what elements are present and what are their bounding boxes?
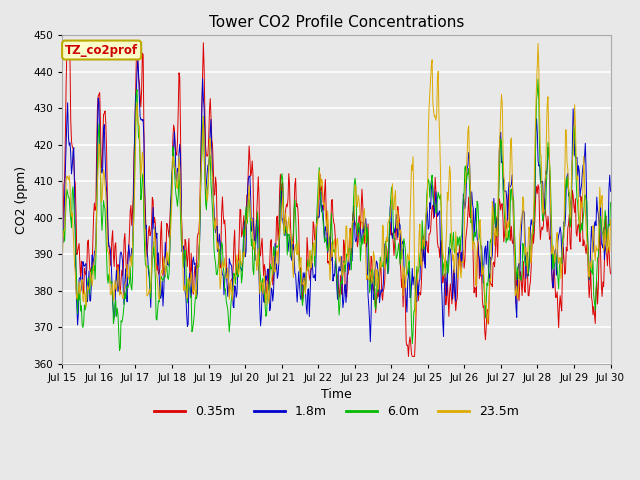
Line: 6.0m: 6.0m [62, 79, 611, 350]
23.5m [68, 210, 76, 216]
Legend: 0.35m, 1.8m, 6.0m, 23.5m: 0.35m, 1.8m, 6.0m, 23.5m [149, 400, 524, 423]
6.0m [210, 248, 218, 253]
6.0m [125, 280, 133, 286]
1.8m [404, 273, 412, 278]
Title: Tower CO2 Profile Concentrations: Tower CO2 Profile Concentrations [209, 15, 464, 30]
1.8m [58, 230, 66, 236]
23.5m [180, 287, 188, 293]
0.35m [420, 261, 428, 266]
6.0m [68, 189, 76, 195]
0.35m [181, 237, 189, 242]
6.0m [607, 200, 614, 205]
Line: 0.35m: 0.35m [62, 43, 611, 357]
0.35m [64, 40, 72, 46]
1.8m [367, 339, 374, 345]
Line: 23.5m: 23.5m [62, 43, 611, 324]
1.8m [125, 242, 132, 248]
6.0m [534, 76, 542, 82]
23.5m [403, 259, 411, 265]
0.35m [404, 342, 412, 348]
1.8m [134, 56, 141, 61]
0.35m [58, 235, 66, 240]
1.8m [210, 205, 218, 211]
6.0m [116, 348, 124, 353]
0.35m [607, 271, 614, 276]
23.5m [209, 196, 217, 202]
1.8m [181, 289, 189, 295]
23.5m [419, 237, 427, 243]
1.8m [68, 163, 76, 169]
6.0m [58, 232, 66, 238]
6.0m [181, 247, 189, 253]
23.5m [125, 276, 132, 282]
0.35m [125, 231, 133, 237]
6.0m [404, 268, 412, 274]
X-axis label: Time: Time [321, 388, 352, 401]
Y-axis label: CO2 (ppm): CO2 (ppm) [15, 166, 28, 234]
1.8m [420, 256, 428, 262]
0.35m [404, 354, 412, 360]
1.8m [607, 188, 614, 194]
0.35m [69, 145, 77, 151]
23.5m [534, 40, 542, 46]
Text: TZ_co2prof: TZ_co2prof [65, 44, 138, 57]
23.5m [607, 217, 614, 223]
23.5m [484, 321, 492, 327]
0.35m [210, 192, 218, 198]
Line: 1.8m: 1.8m [62, 59, 611, 342]
23.5m [58, 258, 66, 264]
6.0m [420, 246, 428, 252]
